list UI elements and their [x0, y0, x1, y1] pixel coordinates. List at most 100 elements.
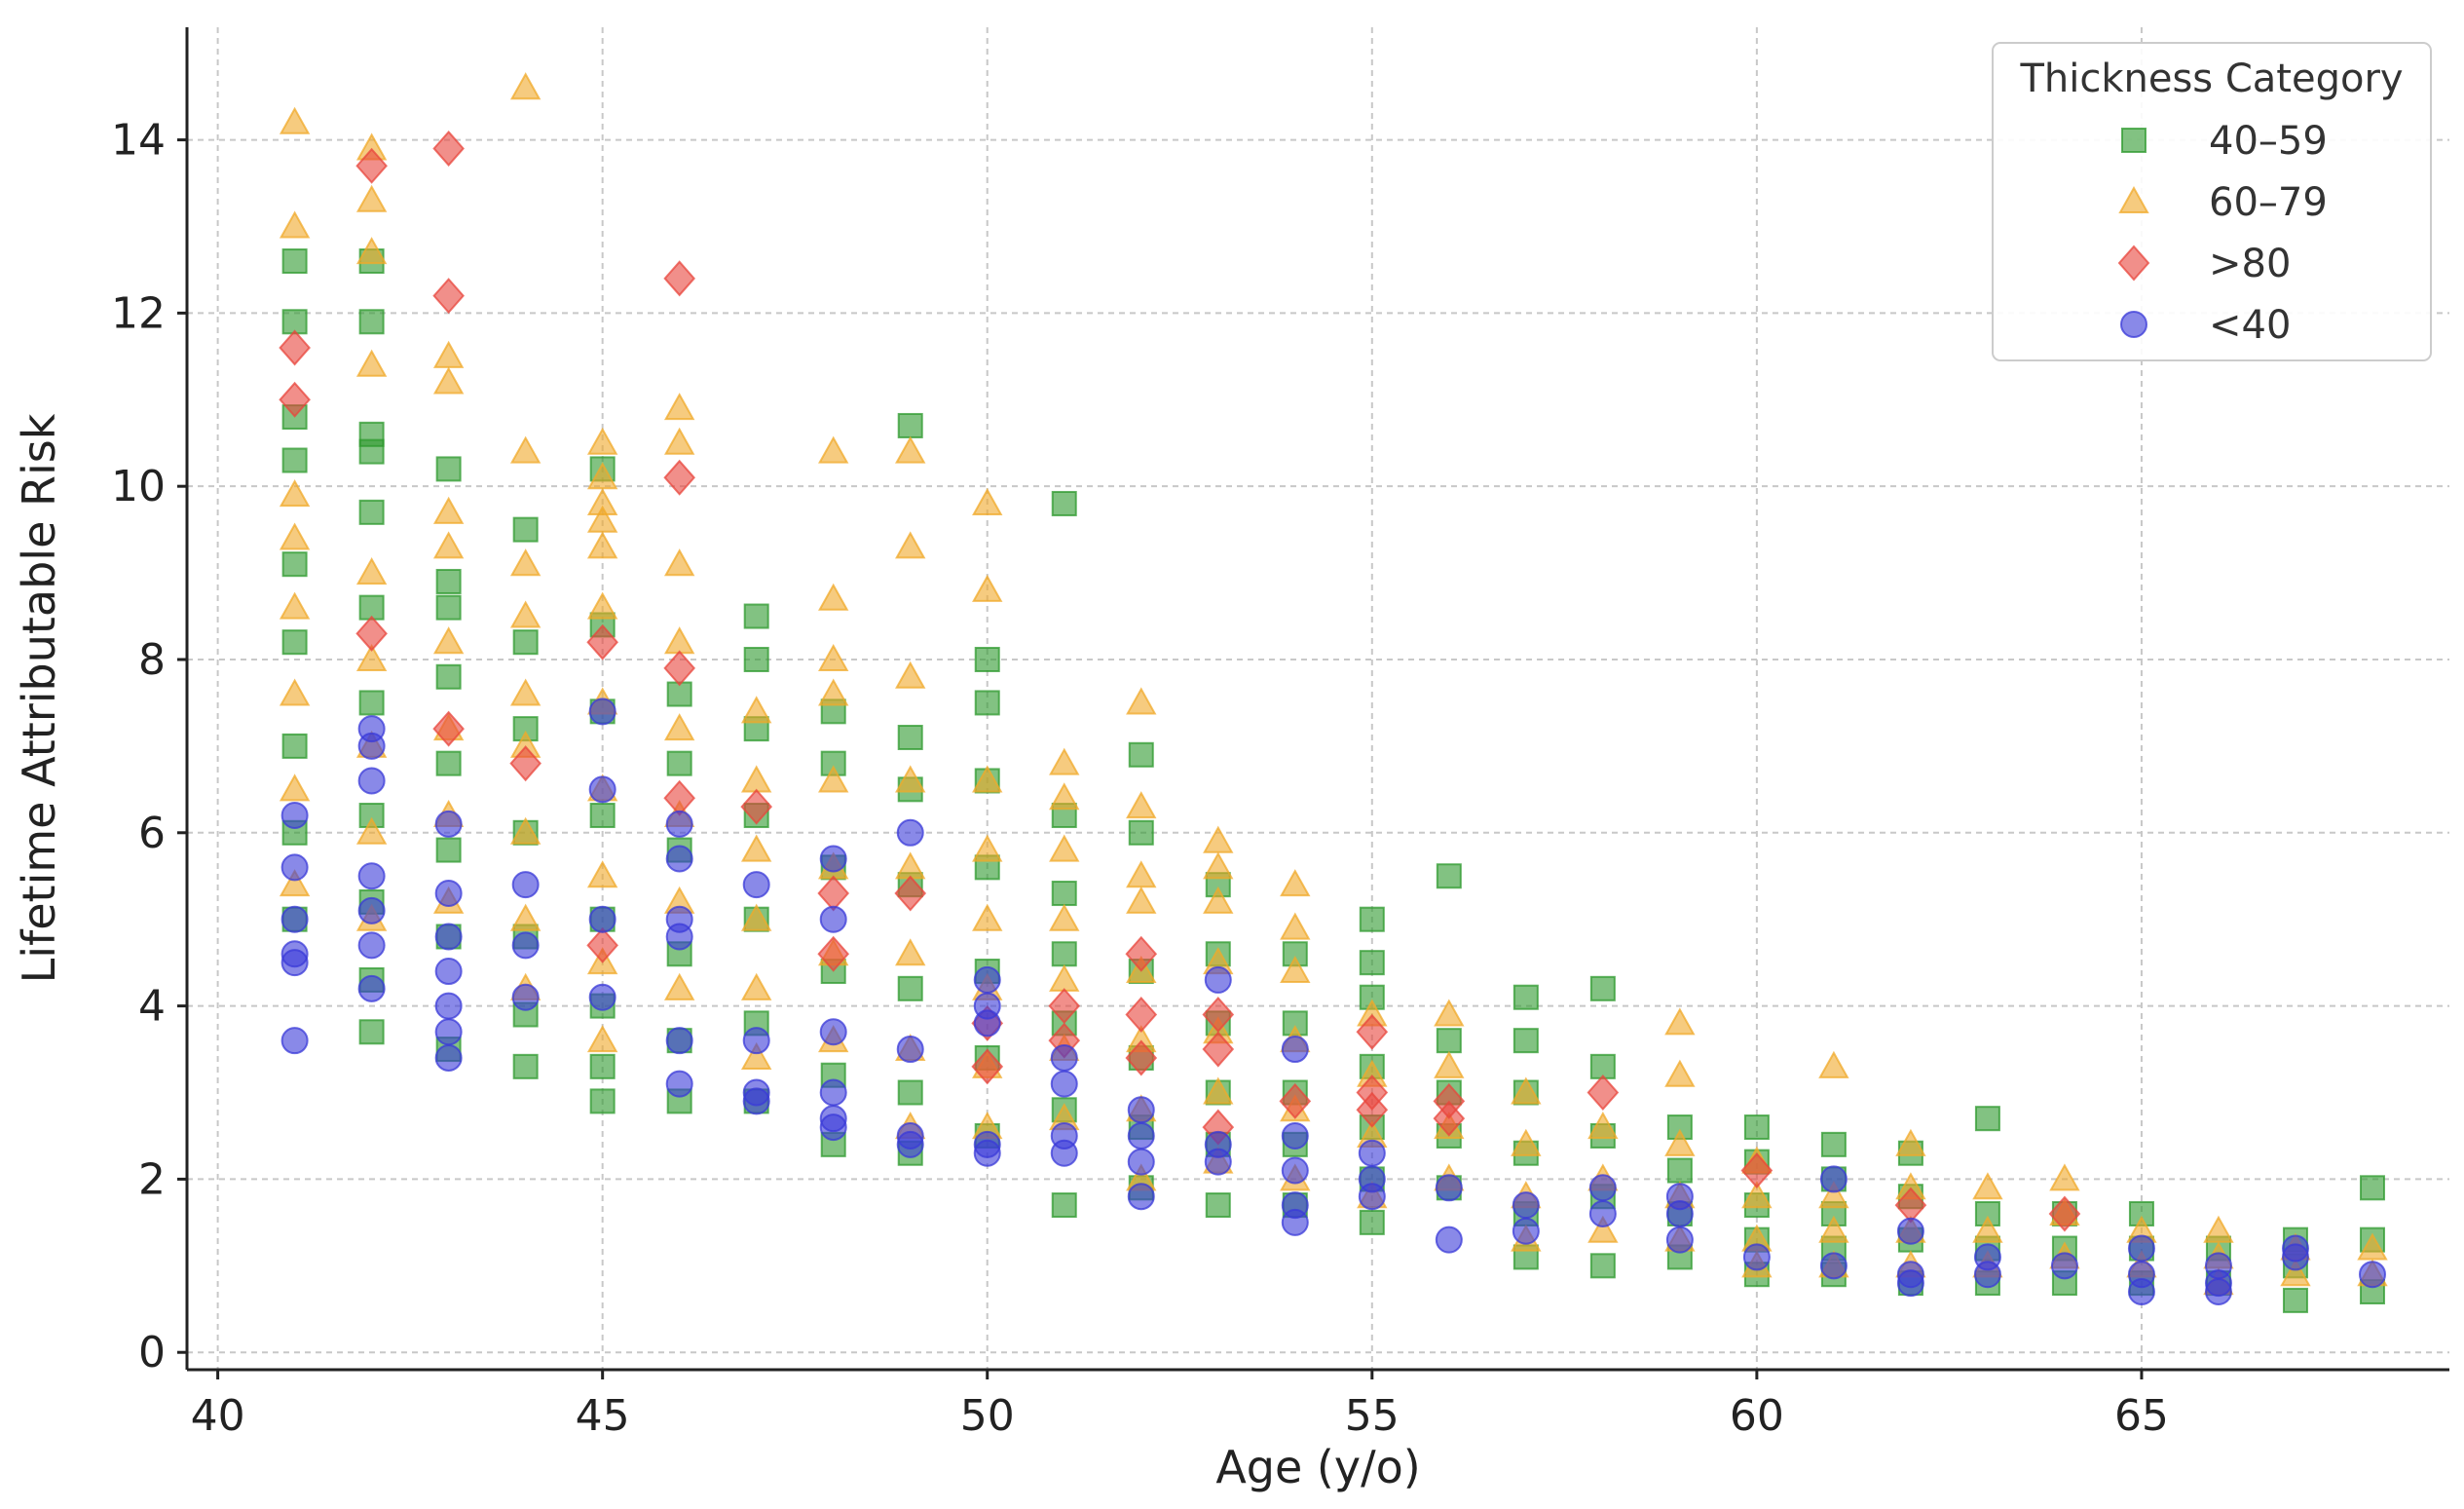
x-tick-label: 50 [960, 1391, 1015, 1441]
data-point-circle [742, 1087, 770, 1115]
data-point-diamond [586, 623, 619, 660]
data-point-diamond [817, 935, 850, 972]
data-point-circle [357, 931, 386, 960]
data-point-diamond [740, 788, 773, 825]
legend-label: 60–79 [2209, 180, 2328, 225]
data-point-circle [588, 905, 616, 933]
data-point-square [1512, 984, 1539, 1010]
data-point-circle [1204, 965, 1232, 994]
data-point-triangle [740, 696, 772, 724]
data-point-diamond [355, 615, 388, 652]
series-3 [280, 698, 2386, 1305]
data-point-triangle [663, 548, 695, 577]
data-point-diamond [1202, 1031, 1235, 1068]
data-point-circle [1281, 1156, 1309, 1185]
y-axis-ticks: 0 2 4 6 8 10 12 14 [111, 116, 187, 1377]
data-point-triangle [279, 106, 311, 134]
data-point-circle [434, 958, 463, 986]
x-tick-label: 40 [191, 1391, 245, 1441]
data-point-circle [1819, 1165, 1848, 1193]
data-point-triangle [663, 427, 695, 455]
data-point-circle [357, 767, 386, 795]
data-point-circle [1588, 1199, 1617, 1227]
data-point-triangle [1587, 1112, 1619, 1140]
data-point-square [743, 646, 769, 672]
y-tick-label: 14 [111, 116, 166, 166]
data-point-triangle [279, 591, 311, 620]
data-point-triangle [509, 678, 541, 706]
legend-label: <40 [2209, 303, 2291, 348]
data-point-circle [588, 775, 616, 804]
data-point-circle [280, 949, 309, 977]
data-point-square [897, 412, 923, 438]
legend-box [1992, 42, 2432, 361]
data-point-circle [742, 871, 770, 899]
x-axis-title: Age (y/o) [1215, 1441, 1420, 1493]
data-point-diamond [1587, 1074, 1620, 1112]
data-point-circle [1050, 1070, 1078, 1098]
data-point-triangle [2280, 1259, 2311, 1287]
x-axis-ticks: 40 45 50 55 60 65 [191, 1370, 2169, 1441]
y-tick-label: 10 [111, 462, 166, 511]
y-tick-label: 6 [138, 809, 166, 858]
data-point-diamond [1125, 996, 1158, 1034]
data-point-circle [2204, 1277, 2232, 1305]
data-point-circle [434, 1018, 463, 1046]
data-point-diamond [894, 875, 927, 912]
legend-marker-square [2121, 128, 2147, 153]
data-point-triangle [1126, 886, 1157, 914]
data-point-diamond [432, 710, 465, 747]
data-point-square [743, 603, 769, 629]
data-point-triangle [972, 574, 1003, 602]
data-point-square [1436, 863, 1462, 889]
data-point-circle [1973, 1261, 2001, 1289]
data-point-triangle [355, 349, 388, 377]
data-point-circle [1819, 1252, 1848, 1280]
data-point-square [1128, 741, 1154, 768]
data-point-circle [665, 1027, 693, 1055]
data-point-circle [434, 923, 463, 951]
data-point-square [1128, 819, 1154, 846]
data-point-circle [665, 923, 693, 951]
data-point-circle [1435, 1226, 1463, 1254]
data-point-square [358, 309, 385, 335]
y-tick-label: 12 [111, 288, 166, 338]
data-point-triangle [818, 678, 849, 706]
data-point-triangle [1664, 1007, 1696, 1036]
data-point-circle [1665, 1199, 1694, 1227]
data-point-triangle [1818, 1050, 1849, 1078]
data-point-triangle [586, 860, 618, 888]
data-point-circle [819, 1113, 847, 1142]
data-point-square [281, 447, 308, 473]
data-point-triangle [279, 869, 311, 897]
data-point-diamond [1048, 988, 1081, 1025]
data-point-circle [896, 1130, 924, 1158]
data-point-triangle [1511, 1128, 1542, 1156]
data-point-diamond [971, 1048, 1004, 1085]
data-point-triangle [1511, 1076, 1542, 1105]
data-point-triangle [432, 626, 465, 655]
data-point-diamond [1202, 996, 1235, 1034]
data-point-diamond [1740, 1152, 1773, 1189]
data-point-triangle [895, 435, 926, 464]
data-point-circle [588, 698, 616, 726]
data-point-circle [973, 1009, 1001, 1037]
data-point-square [589, 1088, 616, 1114]
data-point-circle [1281, 1208, 1309, 1236]
data-point-triangle [740, 903, 772, 931]
data-point-diamond [1433, 1100, 1466, 1137]
data-point-triangle [895, 531, 926, 559]
data-point-circle [819, 905, 847, 933]
data-point-circle [2127, 1277, 2155, 1305]
data-point-circle [1358, 1183, 1386, 1211]
data-point-triangle [1741, 1181, 1773, 1209]
data-point-square [281, 248, 308, 275]
data-point-circle [2358, 1261, 2386, 1289]
y-tick-label: 4 [138, 982, 166, 1032]
data-point-triangle [1203, 886, 1234, 914]
data-point-triangle [740, 1041, 772, 1070]
data-point-square [1436, 1028, 1462, 1054]
data-point-triangle [818, 435, 849, 464]
data-point-triangle [1587, 1215, 1619, 1243]
data-point-circle [1665, 1226, 1694, 1254]
